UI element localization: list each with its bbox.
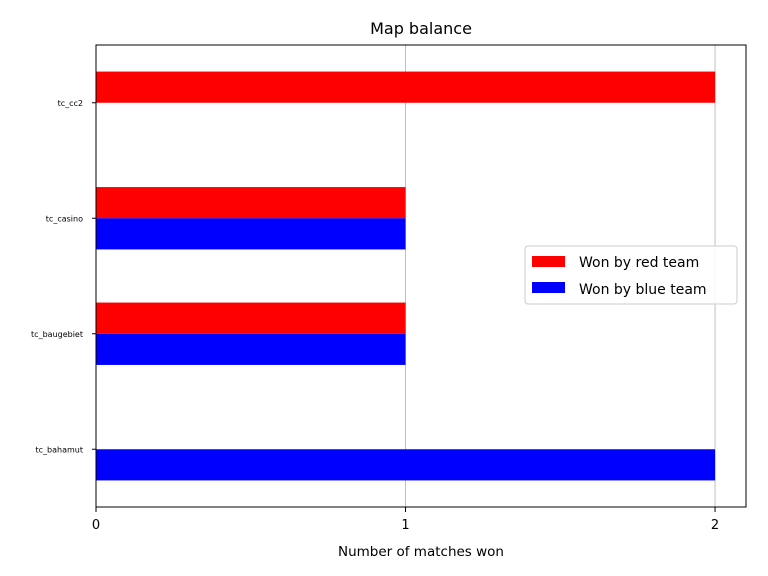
x-tick-label: 2 bbox=[711, 518, 719, 533]
x-tick-label: 1 bbox=[401, 518, 409, 533]
y-ticks: tc_cc2 tc_casino tc_baugebiet tc_bahamut bbox=[31, 99, 96, 454]
legend-swatch-red bbox=[532, 256, 565, 267]
bar-blue-tc_casino bbox=[96, 218, 406, 250]
bar-red-tc_casino bbox=[96, 187, 406, 219]
bar-blue-tc_baugebiet bbox=[96, 333, 406, 365]
bar-red-tc_baugebiet bbox=[96, 302, 406, 334]
legend-label-red: Won by red team bbox=[579, 255, 699, 271]
bar-red-tc_cc2 bbox=[96, 71, 716, 103]
legend-box bbox=[524, 245, 738, 305]
legend: Won by red team Won by blue team bbox=[524, 245, 738, 305]
y-tick-label-tc_cc2: tc_cc2 bbox=[58, 99, 83, 108]
x-ticks: 0 1 2 bbox=[92, 507, 719, 533]
y-tick-label-tc_bahamut: tc_bahamut bbox=[36, 445, 84, 454]
bars bbox=[96, 71, 716, 481]
x-tick-label: 0 bbox=[92, 518, 100, 533]
plot-frame bbox=[95, 44, 747, 508]
legend-swatch-blue bbox=[532, 282, 565, 293]
y-tick-label-tc_casino: tc_casino bbox=[46, 214, 83, 223]
x-axis-label: Number of matches won bbox=[338, 544, 504, 560]
y-tick-label-tc_baugebiet: tc_baugebiet bbox=[31, 330, 83, 339]
legend-label-blue: Won by blue team bbox=[579, 282, 707, 298]
bar-blue-tc_bahamut bbox=[96, 449, 716, 481]
chart-title: Map balance bbox=[370, 19, 472, 38]
